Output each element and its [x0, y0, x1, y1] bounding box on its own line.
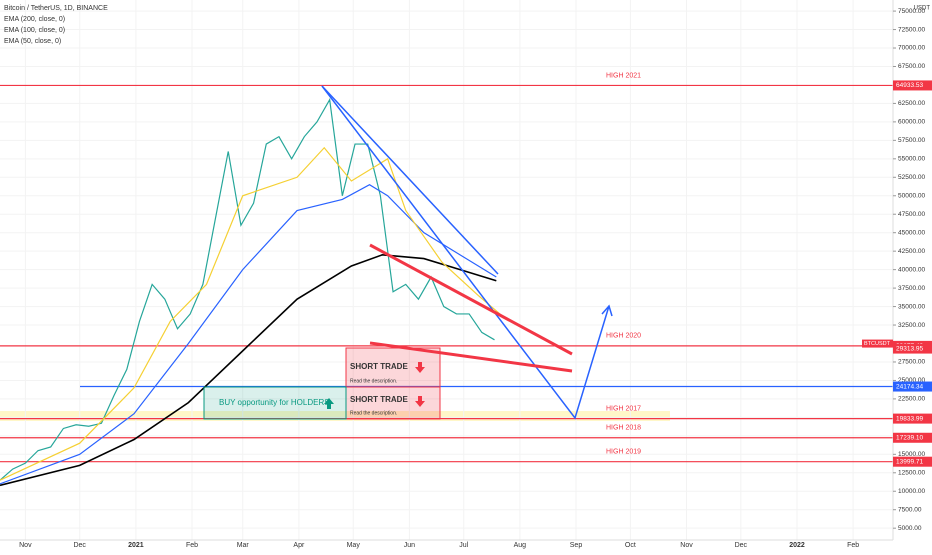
y-tick-label: 72500.00 [898, 26, 925, 33]
price-tag [893, 456, 932, 467]
trendline [321, 85, 610, 420]
price-tag [893, 343, 932, 354]
x-tick-label: Sep [570, 542, 583, 549]
y-tick-label: 75000.00 [898, 8, 925, 15]
series-line [0, 183, 497, 485]
x-tick-label: Feb [186, 542, 198, 549]
y-tick-label: 27500.00 [898, 359, 925, 366]
price-tag-label: 29313.95 [896, 345, 923, 352]
legend-entry: EMA (200, close, 0) [4, 16, 65, 23]
level-name: HIGH 2018 [606, 425, 641, 432]
y-tick-label: 57500.00 [898, 137, 925, 144]
series-line [0, 146, 501, 481]
price-tag-label: 17239.10 [896, 434, 923, 441]
annotation: SHORT TRADE [350, 395, 408, 404]
y-tick-label: 10000.00 [898, 488, 925, 495]
x-tick-label: Nov [680, 542, 693, 549]
y-tick-label: 12500.00 [898, 469, 925, 476]
x-tick-label: Apr [293, 542, 305, 549]
x-tick-label: Nov [19, 542, 32, 549]
series-line [0, 254, 497, 487]
y-tick-label: 55000.00 [898, 156, 925, 163]
x-tick-label: May [347, 542, 361, 549]
price-tag [893, 413, 932, 424]
y-tick-label: 7500.00 [898, 506, 922, 513]
highlight-band [0, 411, 670, 421]
price-tag-label: 19833.99 [896, 415, 923, 422]
y-tick-label: 45000.00 [898, 229, 925, 236]
x-tick-label: 2021 [128, 542, 144, 549]
currency-label: USDT [914, 6, 931, 12]
y-tick-label: 5000.00 [898, 525, 922, 532]
legend-entry: EMA (50, close, 0) [4, 38, 61, 45]
annotation: Read the description. [350, 378, 397, 384]
arrow-head [601, 304, 613, 317]
x-tick-label: 2022 [789, 542, 805, 549]
y-tick-label: 50000.00 [898, 192, 925, 199]
x-tick-label: Feb [847, 542, 859, 549]
symbol-tag-label: BTCUSDT [864, 341, 891, 347]
x-tick-label: Jun [404, 542, 415, 549]
price-tag [893, 80, 932, 91]
y-tick-label: 70000.00 [898, 45, 925, 52]
chart-title: Bitcoin / TetherUS, 1D, BINANCE [4, 5, 108, 12]
legend-entry: EMA (100, close, 0) [4, 27, 65, 34]
up-arrow-icon [324, 398, 334, 409]
plot [0, 0, 893, 540]
price-tag [893, 432, 932, 443]
y-tick-label: 32500.00 [898, 322, 925, 329]
x-tick-label: Jul [459, 542, 468, 549]
y-tick-label: 67500.00 [898, 63, 925, 70]
price-tag-label: 64933.53 [896, 82, 923, 89]
trendline [321, 85, 499, 275]
trendline [369, 243, 573, 356]
level-name: HIGH 2019 [606, 449, 641, 456]
x-tick-label: Dec [735, 542, 748, 549]
x-tick-label: Mar [237, 542, 250, 549]
y-tick-label: 40000.00 [898, 266, 925, 273]
y-tick-label: 62500.00 [898, 100, 925, 107]
down-arrow-icon [415, 396, 425, 407]
x-tick-label: Dec [73, 542, 86, 549]
y-tick-label: 22500.00 [898, 396, 925, 403]
y-tick-label: 37500.00 [898, 285, 925, 292]
buy-box [203, 386, 347, 420]
series-line [0, 97, 495, 481]
y-tick-label: 25000.00 [898, 377, 925, 384]
price-tag-label: 24174.34 [896, 383, 923, 390]
y-tick-label: 52500.00 [898, 174, 925, 181]
y-tick-label: 47500.00 [898, 211, 925, 218]
annotation: SHORT TRADE [350, 362, 408, 371]
y-tick-label: 15000.00 [898, 451, 925, 458]
level-name: HIGH 2021 [606, 72, 641, 79]
y-tick-label: 42500.00 [898, 248, 925, 255]
price-tag-label: 13999.71 [896, 458, 923, 465]
symbol-tag [862, 339, 893, 348]
x-tick-label: Oct [625, 542, 636, 549]
price-tag [893, 381, 932, 392]
annotation: BUY opportunity for HOLDERS [219, 398, 330, 407]
level-name: HIGH 2017 [606, 405, 641, 412]
annotation: Read the description. [350, 410, 397, 416]
level-name: HIGH 2020 [606, 333, 641, 340]
y-tick-label: 60000.00 [898, 119, 925, 126]
down-arrow-icon [415, 362, 425, 373]
x-tick-label: Aug [514, 542, 527, 549]
y-tick-label: 35000.00 [898, 303, 925, 310]
